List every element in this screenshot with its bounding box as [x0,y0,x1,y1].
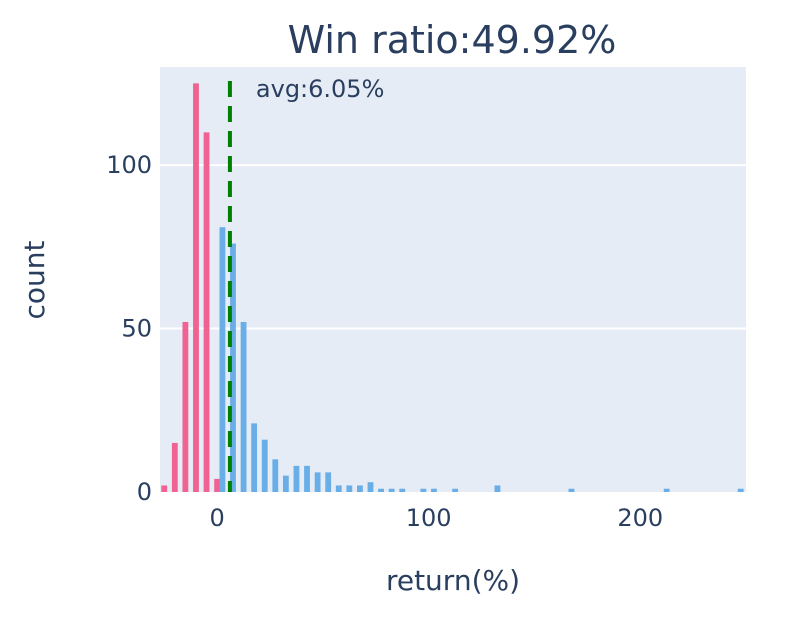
bar-s0-3 [193,83,199,492]
bar-s1-13 [357,485,363,492]
bar-s1-12 [346,485,353,492]
bar-s1-9 [314,472,321,492]
bar-s0-1 [171,442,178,492]
bar-s1-2 [240,322,247,492]
bar-s1-8 [304,465,310,492]
bar-s1-11 [335,485,342,492]
avg-label: avg:6.05% [256,75,384,103]
chart-title: Win ratio:49.92% [288,18,617,62]
bar-s1-6 [282,475,289,492]
bar-s0-0 [161,485,168,492]
y-tick-label-50: 50 [121,315,152,343]
bar-s1-3 [251,423,258,492]
bar-s1-7 [293,465,300,492]
bar-s1-5 [272,459,279,492]
bar-s1-24 [737,488,744,492]
bar-s1-18 [420,488,427,492]
bar-s1-14 [367,482,374,492]
bar-s1-4 [261,439,268,492]
bar-s1-17 [399,488,406,492]
bars [161,83,744,492]
x-axis-title: return(%) [386,564,520,597]
y-axis-title: count [18,240,51,319]
bar-s1-23 [663,488,670,492]
y-tick-label-100: 100 [106,151,152,179]
bar-s1-21 [494,485,501,492]
bar-s1-10 [325,472,332,492]
x-tick-label-100: 100 [406,504,452,532]
bar-s0-2 [182,322,189,492]
bar-s0-5 [214,478,221,492]
x-tick-label-0: 0 [209,504,224,532]
bar-s1-0 [219,227,226,492]
bar-s1-1 [230,243,236,492]
plot-area [160,67,746,492]
bar-s1-15 [378,488,384,492]
y-ticks: 0 50 100 [106,151,152,506]
x-tick-label-200: 200 [617,504,663,532]
bar-s0-4 [203,132,210,492]
avg-line-group: avg:6.05% [227,75,384,492]
x-ticks: 0 100 200 [209,504,663,532]
y-tick-label-0: 0 [137,478,152,506]
grid-lines [160,164,746,330]
bar-s1-20 [452,488,459,492]
bar-s1-16 [388,488,395,492]
bar-s1-22 [568,488,575,492]
bar-s1-19 [431,488,437,492]
